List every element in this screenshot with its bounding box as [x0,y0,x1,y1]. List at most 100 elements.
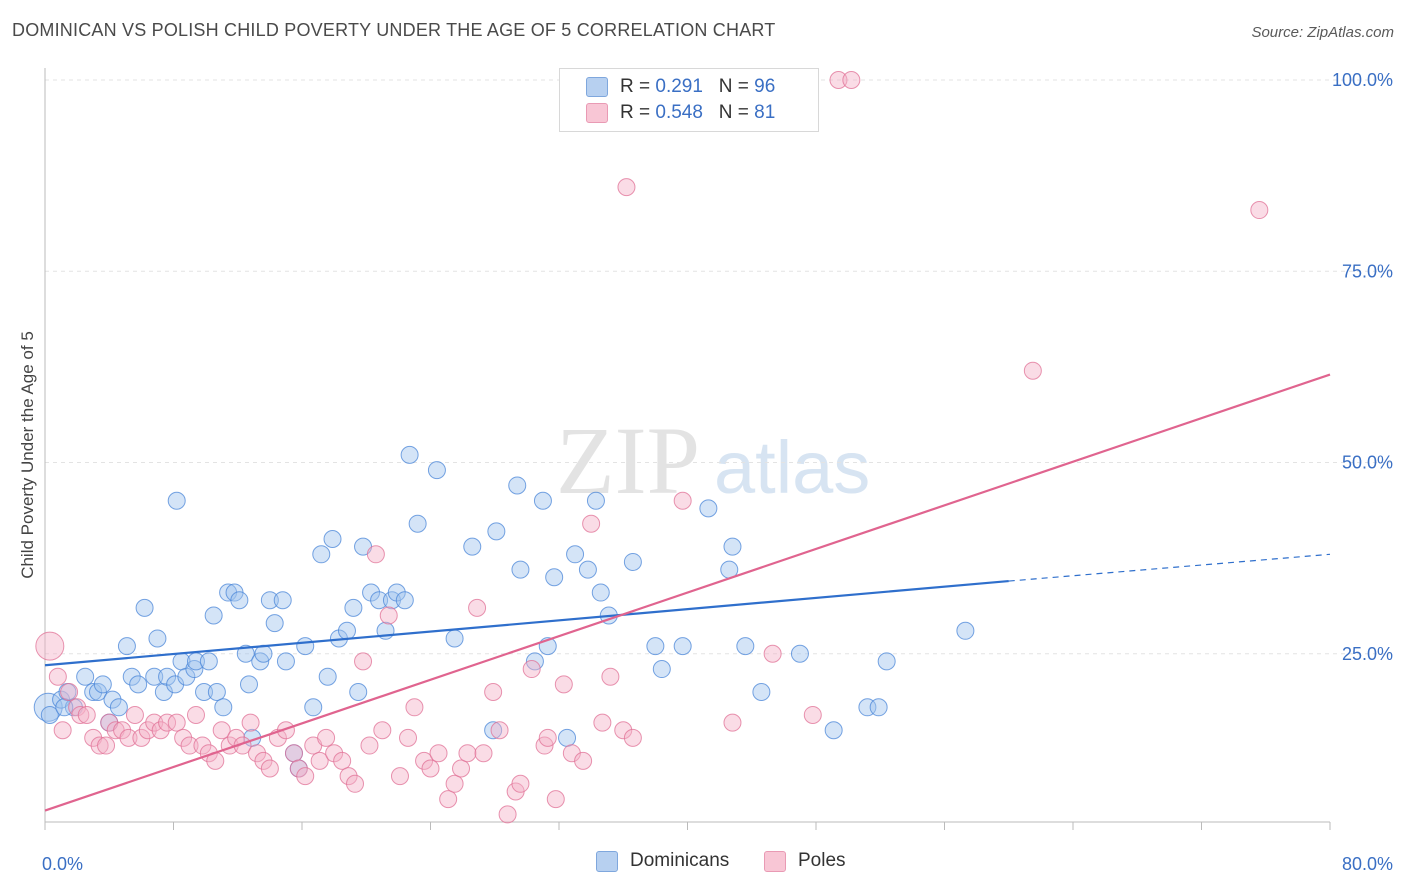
dominicans-point [236,644,255,663]
x-tick-label: 80.0% [1342,854,1393,874]
poles-point [125,705,144,724]
poles-point [554,675,573,694]
y-tick-label: 75.0% [1342,261,1393,281]
dominicans-point [484,721,503,740]
dominicans-point [427,461,446,480]
dominicans-point [956,621,975,640]
dominicans-point [318,667,337,686]
poles-point [723,713,742,732]
dominicans-point [204,606,223,625]
dominicans-point [736,637,755,656]
poles-point [623,728,642,747]
poles-point [354,652,373,671]
poles-point [574,751,593,770]
dominicans-point [591,583,610,602]
dominicans-point [199,652,218,671]
dominicans-point [185,660,204,679]
poles-point [617,178,636,197]
dominicans-point [623,552,642,571]
poles-point [429,744,448,763]
dominicans-point [699,499,718,518]
dominicans-point [40,705,59,724]
poles-point [276,721,295,740]
poles-point [445,774,464,793]
dominicans-point [511,560,530,579]
poles-point [174,728,193,747]
poles-point [158,713,177,732]
poles-point [439,790,458,809]
dominicans-r-label: R = [620,76,656,97]
dominicans-point [652,660,671,679]
dominicans-point [103,690,122,709]
correlation-legend: R = 0.291 N = 96 R = 0.548 N = 81 [559,68,819,132]
dominicans-point [508,476,527,495]
poles-point [511,774,530,793]
poles-point [763,644,782,663]
poles-point [333,751,352,770]
dominicans-point [752,683,771,701]
dominicans-point [400,445,419,464]
dominicans-point [122,667,141,686]
watermark-atlas: atlas [714,426,871,509]
series-legend: Dominicans Poles [0,850,1406,878]
legend-row-poles: R = 0.548 N = 81 [586,101,775,125]
poles-point [138,721,157,740]
dominicans-point [578,560,597,579]
dominicans-n-label: N = [718,76,755,97]
dominicans-point [344,598,363,617]
dominicans-legend-swatch [596,850,618,872]
legend-item-dominicans[interactable]: Dominicans [596,850,729,872]
dominicans-point [167,491,186,510]
poles-point [1023,361,1042,380]
y-tick-label: 25.0% [1342,644,1393,664]
poles-point [90,736,109,755]
poles-point [35,631,65,661]
dominicans-point [395,591,414,610]
poles-point [360,736,379,755]
poles-point [248,744,267,763]
dominicans-point [145,667,164,686]
poles-point [593,713,612,732]
poles-point [339,767,358,786]
poles-point [260,759,279,778]
poles-point [829,71,848,89]
poles-point [405,698,424,717]
poles-point [474,744,493,763]
poles-point [254,751,273,770]
dominicans-point [148,629,167,648]
dominicans-point [254,644,273,663]
poles-point [77,705,96,724]
dominicans-point [877,652,896,671]
dominicans-point [276,652,295,671]
dominicans-point [349,683,368,701]
poles-point [498,805,517,824]
poles-point [296,767,315,786]
dominicans-point [135,598,154,617]
poles-point [212,721,231,740]
dominicans-point [239,675,258,694]
poles-point [1250,201,1269,220]
dominicans-point [337,621,356,640]
poles-point [193,736,212,755]
poles-point [803,705,822,724]
poles-point [484,683,503,701]
poles-point [180,736,199,755]
poles-point [458,744,477,763]
poles-point [452,759,471,778]
dominicans-legend-label: Dominicans [630,850,730,871]
dominicans-point [533,491,552,510]
dominicans-point [214,698,233,717]
legend-item-poles[interactable]: Poles [764,850,846,872]
poles-point [145,713,164,732]
dominicans-point [370,591,389,610]
poles-point [241,713,260,732]
dominicans-point [109,698,128,717]
poles-point [582,514,601,533]
dominicans-point [76,667,95,686]
dominicans-point [586,491,605,510]
dominicans-point [545,568,564,587]
poles-r-value: 0.548 [655,102,703,123]
poles-point [522,660,541,679]
poles-point [167,713,186,732]
